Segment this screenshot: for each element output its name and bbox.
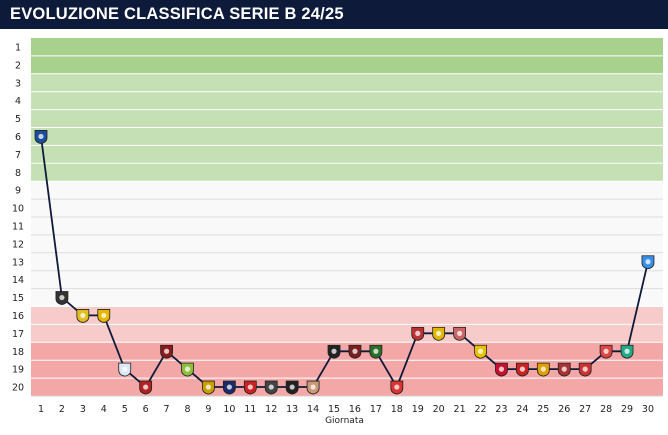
x-tick-label: 19 [412, 404, 424, 415]
x-tick-label: 20 [433, 404, 445, 415]
y-tick-label: 17 [12, 329, 24, 340]
x-tick-label: 13 [286, 404, 298, 415]
x-tick-label: 8 [184, 404, 190, 415]
team-crest-marker [55, 291, 69, 305]
team-crest-marker [160, 344, 173, 359]
team-crest-marker [432, 326, 446, 341]
chart-title: EVOLUZIONE CLASSIFICA SERIE B 24/25 [10, 5, 344, 23]
x-tick-label: 6 [143, 404, 149, 415]
y-tick-label: 14 [12, 275, 24, 286]
x-tick-label: 2 [59, 404, 65, 415]
x-tick-label: 22 [474, 404, 486, 415]
team-crest-marker [495, 362, 508, 377]
team-crest-marker [453, 326, 466, 341]
x-axis-label: Giornata [325, 416, 364, 426]
y-tick-label: 8 [15, 168, 21, 179]
team-crest-marker [620, 344, 634, 359]
x-tick-label: 7 [164, 404, 170, 415]
y-tick-label: 10 [12, 204, 24, 215]
team-crest-marker [369, 344, 383, 359]
team-crest-marker [390, 380, 404, 395]
team-crest-marker [557, 362, 571, 377]
y-tick-label: 16 [12, 311, 24, 322]
y-tick-label: 9 [15, 186, 21, 197]
team-crest-marker [118, 362, 132, 377]
x-tick-label: 1 [38, 404, 44, 415]
title-bar: EVOLUZIONE CLASSIFICA SERIE B 24/25 [0, 0, 668, 29]
zone-band-3 [31, 181, 663, 307]
team-crest-marker [202, 380, 215, 395]
team-crest-marker [599, 344, 613, 359]
x-tick-label: 9 [205, 404, 211, 415]
x-tick-label: 10 [223, 404, 235, 415]
x-tick-label: 3 [80, 404, 86, 415]
team-crest-marker [306, 380, 320, 395]
x-tick-label: 23 [495, 404, 507, 415]
x-tick-label: 14 [307, 404, 319, 415]
team-crest-marker [139, 380, 153, 395]
team-crest-marker [327, 344, 341, 359]
team-crest-marker [578, 362, 592, 377]
team-crest-marker [411, 326, 425, 341]
x-tick-label: 17 [370, 404, 382, 415]
x-tick-label: 5 [122, 404, 128, 415]
y-tick-label: 5 [15, 114, 21, 125]
team-crest-marker [222, 380, 236, 395]
team-crest-marker [348, 344, 362, 359]
team-crest-marker [641, 255, 655, 270]
team-crest-marker [285, 380, 299, 395]
x-tick-label: 16 [349, 404, 361, 415]
team-crest-marker [536, 362, 550, 377]
y-tick-label: 13 [12, 257, 24, 268]
x-tick-label: 25 [537, 404, 549, 415]
team-crest-marker [76, 309, 90, 323]
y-tick-label: 20 [12, 383, 24, 394]
y-tick-label: 2 [15, 60, 21, 71]
x-tick-label: 11 [244, 404, 256, 415]
team-crest-marker [181, 362, 194, 377]
x-tick-label: 29 [621, 404, 633, 415]
x-tick-label: 28 [600, 404, 612, 415]
x-tick-label: 15 [328, 404, 340, 415]
y-tick-label: 19 [12, 365, 24, 376]
x-tick-label: 30 [642, 404, 654, 415]
x-tick-label: 21 [454, 404, 466, 415]
team-crest-marker [34, 130, 48, 144]
y-tick-label: 15 [12, 293, 24, 304]
y-tick-label: 3 [15, 78, 21, 89]
team-crest-marker [97, 309, 111, 323]
y-tick-label: 4 [15, 96, 21, 107]
team-crest-marker [243, 380, 257, 395]
team-crest-marker [264, 380, 278, 395]
x-tick-label: 27 [579, 404, 591, 415]
x-tick-label: 18 [391, 404, 403, 415]
x-tick-label: 26 [558, 404, 570, 415]
y-tick-label: 12 [12, 239, 24, 250]
x-tick-label: 4 [101, 404, 107, 415]
x-tick-label: 12 [265, 404, 277, 415]
y-tick-label: 6 [15, 132, 21, 143]
team-crest-marker [474, 344, 487, 359]
y-tick-label: 11 [12, 221, 24, 232]
y-tick-label: 7 [15, 150, 21, 161]
y-tick-label: 18 [12, 347, 24, 358]
team-crest-marker [515, 362, 529, 377]
x-tick-label: 24 [516, 404, 528, 415]
y-tick-label: 1 [15, 42, 21, 53]
